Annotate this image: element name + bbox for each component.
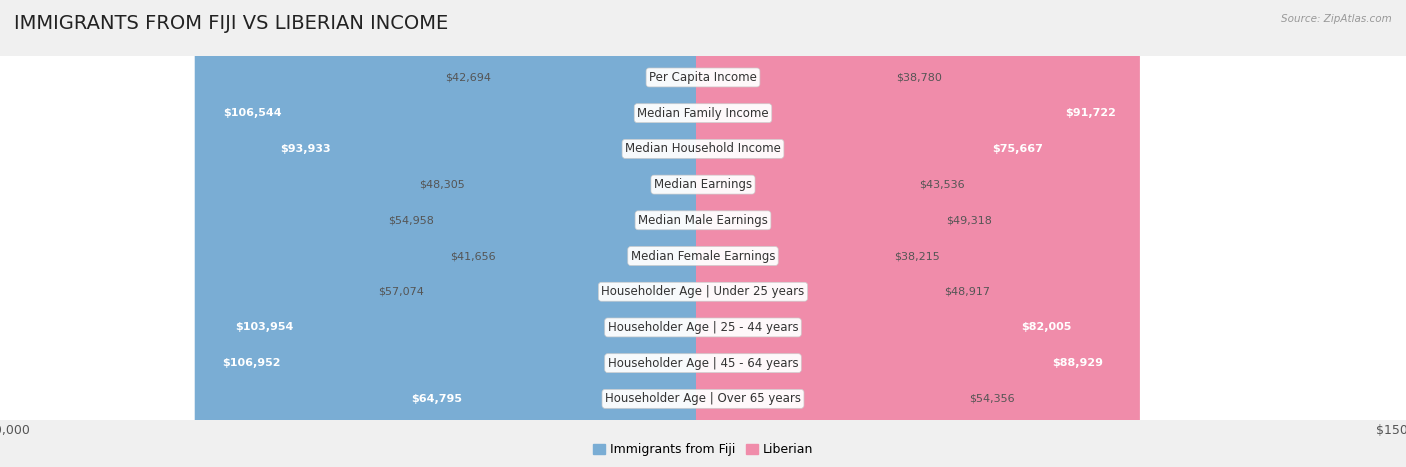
FancyBboxPatch shape xyxy=(696,0,941,467)
Text: $54,356: $54,356 xyxy=(970,394,1015,404)
FancyBboxPatch shape xyxy=(197,0,710,467)
Text: Median Female Earnings: Median Female Earnings xyxy=(631,249,775,262)
Text: $42,694: $42,694 xyxy=(446,72,491,83)
Text: IMMIGRANTS FROM FIJI VS LIBERIAN INCOME: IMMIGRANTS FROM FIJI VS LIBERIAN INCOME xyxy=(14,14,449,33)
Text: $43,536: $43,536 xyxy=(918,180,965,190)
Text: Householder Age | Over 65 years: Householder Age | Over 65 years xyxy=(605,392,801,405)
Text: Householder Age | 25 - 44 years: Householder Age | 25 - 44 years xyxy=(607,321,799,334)
Text: $106,544: $106,544 xyxy=(224,108,283,118)
FancyBboxPatch shape xyxy=(696,0,1094,467)
FancyBboxPatch shape xyxy=(696,0,939,467)
FancyBboxPatch shape xyxy=(208,0,710,467)
FancyBboxPatch shape xyxy=(696,0,965,467)
FancyBboxPatch shape xyxy=(696,0,891,467)
Text: $49,318: $49,318 xyxy=(946,215,991,225)
FancyBboxPatch shape xyxy=(496,0,710,467)
FancyBboxPatch shape xyxy=(194,0,710,467)
Text: $103,954: $103,954 xyxy=(235,322,294,333)
Text: $38,215: $38,215 xyxy=(894,251,939,261)
Text: $41,656: $41,656 xyxy=(450,251,496,261)
Text: $106,952: $106,952 xyxy=(222,358,280,368)
Text: $57,074: $57,074 xyxy=(378,287,423,297)
FancyBboxPatch shape xyxy=(696,0,889,467)
FancyBboxPatch shape xyxy=(501,0,710,467)
FancyBboxPatch shape xyxy=(256,0,710,467)
FancyBboxPatch shape xyxy=(429,0,710,467)
Text: $48,305: $48,305 xyxy=(419,180,465,190)
Text: Median Family Income: Median Family Income xyxy=(637,106,769,120)
Text: Median Earnings: Median Earnings xyxy=(654,178,752,191)
Text: Source: ZipAtlas.com: Source: ZipAtlas.com xyxy=(1281,14,1392,24)
Text: Median Household Income: Median Household Income xyxy=(626,142,780,156)
FancyBboxPatch shape xyxy=(696,0,1140,467)
Text: Per Capita Income: Per Capita Income xyxy=(650,71,756,84)
FancyBboxPatch shape xyxy=(696,0,914,467)
Text: $91,722: $91,722 xyxy=(1064,108,1116,118)
FancyBboxPatch shape xyxy=(470,0,710,467)
Text: $64,795: $64,795 xyxy=(412,394,463,404)
Text: Householder Age | Under 25 years: Householder Age | Under 25 years xyxy=(602,285,804,298)
Text: Median Male Earnings: Median Male Earnings xyxy=(638,214,768,227)
Text: $88,929: $88,929 xyxy=(1052,358,1104,368)
Text: Householder Age | 45 - 64 years: Householder Age | 45 - 64 years xyxy=(607,357,799,370)
Text: $75,667: $75,667 xyxy=(993,144,1043,154)
FancyBboxPatch shape xyxy=(696,0,1064,467)
Text: $93,933: $93,933 xyxy=(280,144,330,154)
Text: $38,780: $38,780 xyxy=(897,72,942,83)
FancyBboxPatch shape xyxy=(439,0,710,467)
Legend: Immigrants from Fiji, Liberian: Immigrants from Fiji, Liberian xyxy=(588,439,818,461)
FancyBboxPatch shape xyxy=(696,0,1126,467)
FancyBboxPatch shape xyxy=(392,0,710,467)
Text: $48,917: $48,917 xyxy=(943,287,990,297)
Text: $82,005: $82,005 xyxy=(1022,322,1071,333)
Text: $54,958: $54,958 xyxy=(388,215,433,225)
